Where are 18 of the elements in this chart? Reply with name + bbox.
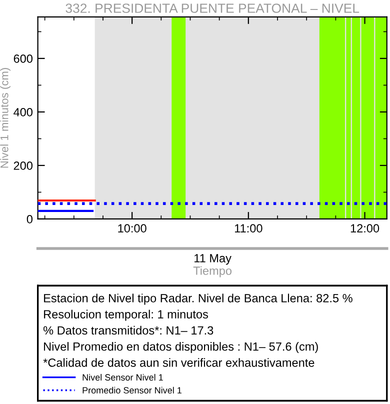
y-tick-label: 600: [14, 54, 33, 63]
text: Resolucion temporal: 1 minutos: [44, 310, 208, 321]
text: Nivel Promedio en datos disponibles : N1– 57.6 (cm): [44, 342, 318, 354]
x-tick-label: 12:00: [350, 224, 380, 232]
chart-title: 332. PRESIDENTA PUENTE PEATONAL – NIVEL: [66, 4, 360, 13]
y-tick-label: 200: [14, 161, 33, 170]
y-axis-title: Nivel 1 minutos (cm): [0, 68, 10, 168]
text: Estacion de Nivel tipo Radar. Nivel de Banca Llena: 82.5 %: [44, 294, 352, 305]
legend-label: Nivel Sensor Nivel 1: [82, 374, 163, 381]
legend-label: Promedio Sensor Nivel 1: [82, 386, 182, 394]
text: 11 May: [194, 254, 232, 265]
x-tick-label: 10:00: [118, 224, 146, 232]
text: *Calidad de datos aun sin verificar exhaustivamente: [43, 358, 314, 367]
y-tick-label: 0: [26, 215, 33, 224]
y-tick-label: 400: [14, 108, 33, 116]
x-tick-label: 11:00: [234, 224, 262, 232]
x-axis-title: Tiempo: [193, 266, 232, 278]
text: % Datos transmitidos*: N1– 17.3: [43, 326, 214, 335]
